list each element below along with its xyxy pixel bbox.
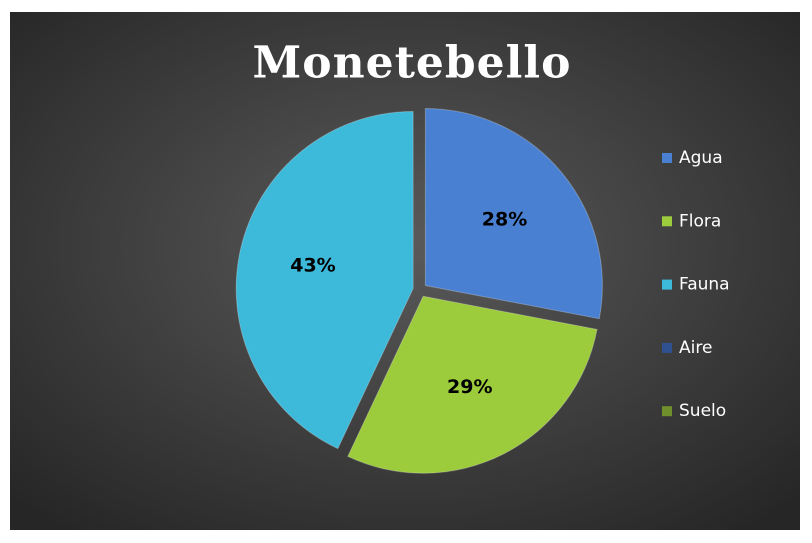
pie-slice (235, 110, 414, 450)
legend-label: Aire (679, 338, 712, 358)
legend-label: Suelo (679, 401, 726, 421)
legend-swatch (662, 279, 672, 290)
legend-swatch (662, 342, 672, 353)
data-label: 43% (290, 255, 335, 277)
data-label: 28% (482, 209, 527, 231)
legend-label: Flora (679, 211, 721, 231)
pie-slice (424, 108, 603, 320)
legend-swatch (662, 153, 672, 163)
data-label: 29% (447, 376, 492, 398)
legend-swatch (662, 216, 672, 227)
legend-label: Agua (679, 148, 723, 168)
chart-title: Monetebello (253, 38, 572, 89)
legend-label: Fauna (679, 275, 730, 295)
pie-slice (347, 295, 598, 474)
legend-swatch (662, 406, 672, 417)
